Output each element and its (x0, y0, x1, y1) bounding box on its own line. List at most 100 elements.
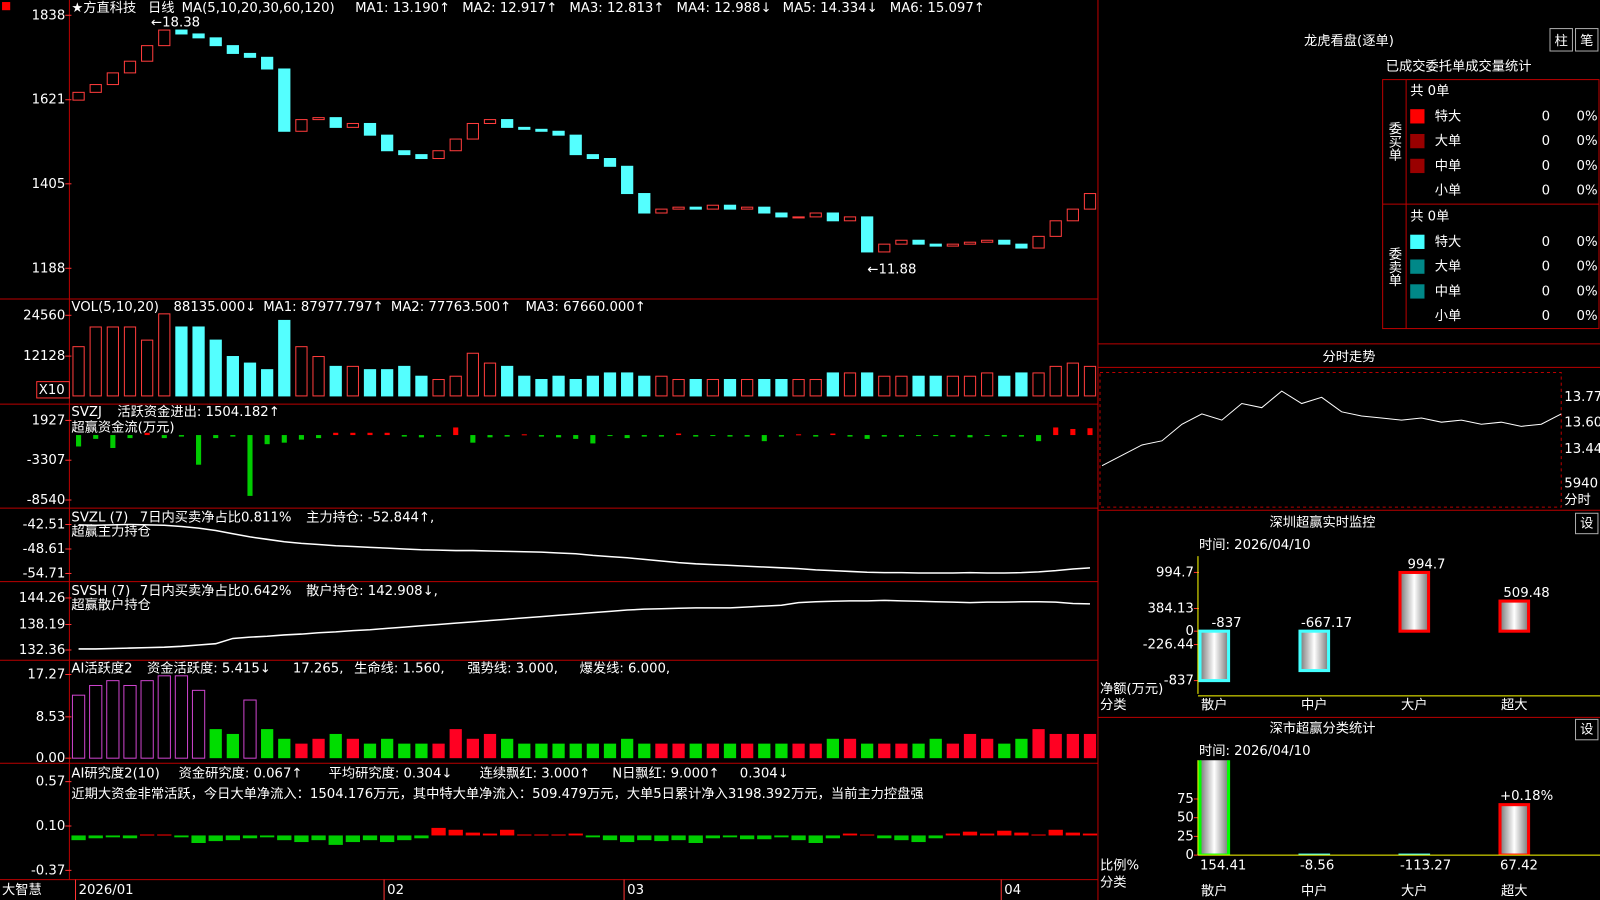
ai2-bar (860, 834, 875, 836)
svzj-bar (384, 432, 390, 436)
ai2-bar (225, 835, 240, 841)
button-box[interactable] (1575, 28, 1599, 52)
ai2-bar (1014, 832, 1029, 836)
svzj-bar (1018, 435, 1024, 437)
label: 大单 (1435, 259, 1462, 275)
button-box[interactable] (1575, 718, 1599, 741)
y-tick-label: 12128 (23, 349, 65, 364)
y-tick-label: -42.51 (23, 517, 66, 532)
label: 共 0单 (1410, 83, 1449, 99)
ai2-bar (997, 830, 1012, 836)
corner-icon (2, 2, 11, 11)
ai2-bar (88, 835, 103, 839)
ai-bar (878, 743, 891, 759)
ai-bar (381, 738, 394, 759)
y-tick-label: 144.26 (19, 591, 65, 606)
volume-bar (638, 375, 651, 397)
label: SVZL (7) (71, 510, 128, 525)
svzj-bar (967, 435, 973, 438)
svzj-bar (538, 435, 544, 437)
label: 0% (1577, 184, 1598, 199)
volume-bar (312, 356, 325, 397)
ai-bar (89, 684, 103, 759)
ai-bar (1066, 733, 1079, 759)
label: 0 (1542, 109, 1550, 124)
button-box[interactable] (1575, 512, 1599, 535)
y-tick-label: -54.71 (23, 566, 66, 581)
svzj-bar (76, 435, 82, 447)
label: 0% (1577, 109, 1598, 124)
ai-bar (157, 675, 171, 759)
ai-bar (174, 675, 189, 759)
svzj-bar (727, 435, 733, 437)
y-tick-label: 1621 (32, 93, 66, 108)
candle (192, 33, 205, 39)
volume-bar (501, 365, 514, 397)
volume-bar (483, 362, 497, 397)
ai-bar (621, 738, 634, 759)
ai-bar (946, 743, 959, 759)
svzj-bar (1001, 435, 1007, 437)
ai2-bar (328, 835, 343, 845)
svzj-bar (624, 435, 630, 439)
label: MA3: 12.813↑ (569, 1, 664, 16)
label: 超大 (1501, 883, 1528, 899)
volume-bar (363, 369, 377, 397)
ai2-bar (740, 835, 755, 840)
ai2-bar (482, 833, 498, 836)
bar (1498, 803, 1531, 856)
label[interactable]: 柱 (1555, 33, 1568, 49)
svzj-bar (93, 435, 99, 439)
label[interactable]: 笔 (1580, 33, 1593, 49)
label: MA6: 15.097↑ (890, 1, 985, 16)
ai2-bar (311, 835, 326, 841)
svzj-bar (470, 435, 476, 443)
label: SVZJ (71, 405, 101, 420)
volume-bar (398, 365, 411, 397)
intraday-line (1101, 390, 1562, 467)
ai2-bar (294, 835, 309, 843)
label: AI活跃度2 (71, 660, 132, 676)
candle (535, 128, 548, 132)
label: 生命线: 1.560, (354, 659, 445, 676)
ai2-bar (380, 835, 395, 843)
label: 0 (1542, 184, 1550, 199)
volume-bar (295, 346, 308, 397)
ai-bar (209, 729, 222, 759)
ai2-bar (1082, 833, 1098, 836)
label: 已成交委托单成交量统计 (1386, 57, 1532, 74)
ai-bar (71, 694, 86, 759)
label: 0% (1577, 309, 1598, 324)
ai-bar (363, 743, 377, 759)
ai2-bar (414, 835, 429, 839)
label: 近期大资金非常活跃，今日大单净流入：1504.176万元，其中特大单净流入：50… (71, 785, 923, 802)
ai-bar (895, 743, 908, 759)
candle (809, 212, 822, 218)
label: 13.60 (1564, 415, 1600, 430)
ai-bar (963, 733, 977, 759)
y-tick-label: 24560 (23, 308, 65, 323)
bar (1498, 599, 1531, 633)
ai-bar (741, 743, 754, 759)
volume-bar (346, 365, 359, 397)
button-box[interactable] (1549, 28, 1573, 52)
svzj-bar (898, 435, 904, 437)
svzj-bar (573, 435, 579, 439)
label[interactable]: 设 (1580, 515, 1593, 531)
volume-bar (569, 378, 582, 397)
volume-bar (158, 313, 171, 397)
svzj-bar (127, 435, 133, 439)
ai-bar (501, 738, 514, 759)
volume-bar (672, 378, 685, 397)
volume-bar (209, 339, 222, 397)
volume-bar (192, 326, 205, 397)
label[interactable]: 设 (1580, 722, 1593, 738)
candle (552, 130, 565, 136)
label: 爆发线: 6.000, (580, 660, 671, 676)
candle (141, 45, 154, 62)
label: 散户持仓: 142.908↓, (306, 582, 438, 599)
svzj-bar (744, 435, 750, 437)
ai2-bar (551, 834, 566, 836)
candle (792, 216, 805, 219)
candle (706, 204, 719, 210)
